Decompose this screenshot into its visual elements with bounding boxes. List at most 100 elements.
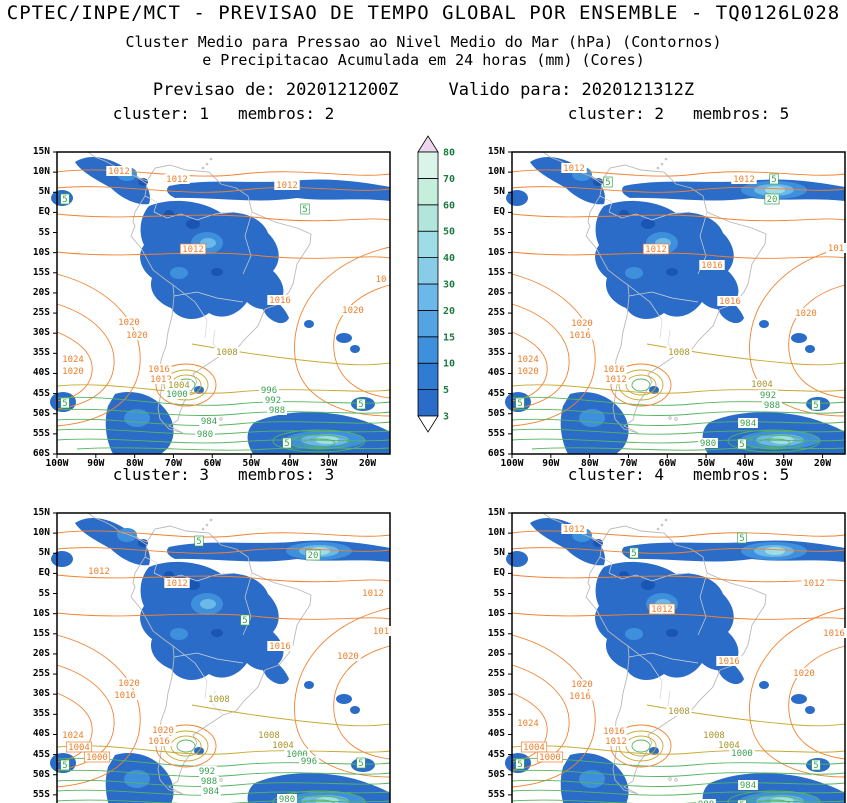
contour-label-box <box>758 390 778 400</box>
contour-label-box <box>267 295 293 305</box>
contour-label: 1020 <box>793 669 815 679</box>
country-border <box>153 211 236 221</box>
contour-label: 1016 <box>823 629 845 639</box>
precipitation-area <box>350 706 360 714</box>
contour-label: 5 <box>358 400 363 410</box>
contour-label: 984 <box>740 781 756 791</box>
pressure-contour <box>56 408 391 416</box>
precipitation-area <box>595 561 739 681</box>
contour-label-box <box>603 176 613 188</box>
precipitation-area <box>304 681 314 689</box>
lat-tick-label: 10N <box>487 527 505 539</box>
island <box>219 778 223 782</box>
lat-tick-label: 10N <box>487 166 505 178</box>
pressure-contour <box>511 428 846 435</box>
contour-label: 5 <box>739 801 744 803</box>
contour-label: 1016 <box>148 737 170 747</box>
contour-label: 1012 <box>733 175 755 185</box>
contour-label: 992 <box>199 767 215 777</box>
colorbar: 3 5 10 15 20 30 40 50 60 70 80 <box>414 134 478 434</box>
contour-label: 1024 <box>517 355 539 365</box>
cluster-panel-2: cluster: 2 membros: 5 15N 10N 5N EQ 5S 10S 15S… <box>480 104 847 469</box>
colorbar-tick-label: 5 <box>443 385 449 396</box>
precipitation-area <box>336 333 352 343</box>
contour-label: 1012 <box>108 167 130 177</box>
contour-label-box <box>300 203 310 215</box>
lat-tick-label: 30S <box>32 327 50 339</box>
contour-label-box <box>811 399 821 411</box>
map-cluster-1: 5 1012 1012 1012 5 1012 10 1016 1020 1020 1020 1024… <box>50 151 391 458</box>
colorbar-segment <box>417 230 439 258</box>
lat-tick-label: 10S <box>487 246 505 258</box>
pressure-contour <box>631 378 651 392</box>
lon-tick-label: 40W <box>281 458 299 469</box>
colorbar-segment <box>417 151 439 179</box>
pressure-contour <box>163 369 209 401</box>
lat-tick-label: 25S <box>32 668 50 680</box>
pressure-contour <box>302 799 336 803</box>
contour-label-box <box>116 317 142 327</box>
contour-label-box <box>701 730 727 740</box>
contour-label-box <box>738 780 758 790</box>
lon-tick-label: 50W <box>697 458 715 469</box>
map-frame <box>56 151 391 455</box>
pressure-contour <box>56 757 391 767</box>
lat-tick-label: 10N <box>32 166 50 178</box>
contour-label-box <box>267 405 287 415</box>
contour-label-box <box>793 308 819 318</box>
contour-label-box <box>821 628 847 638</box>
contour-label: 988 <box>269 406 285 416</box>
lat-tick-label: 50S <box>32 768 50 780</box>
lat-tick-label: 5S <box>493 587 505 599</box>
contour-label-box <box>60 397 70 409</box>
contour-label: 988 <box>764 401 780 411</box>
country-border <box>599 195 613 213</box>
contour-label: 5 <box>62 399 67 409</box>
lon-tick-label: 90W <box>87 458 105 469</box>
contour-label: 20 <box>767 195 778 205</box>
precipitation-area <box>759 681 769 689</box>
pressure-contour <box>757 799 791 803</box>
contour-label: 1000 <box>286 750 308 760</box>
contour-label: 1012 <box>166 175 188 185</box>
lat-tick-label: 45S <box>32 748 50 760</box>
lat-tick-label: 30S <box>487 688 505 700</box>
colorbar-under-arrow <box>417 415 439 433</box>
contour-label: 1024 <box>62 355 84 365</box>
contour-label: 5 <box>605 178 610 188</box>
precipitation-area <box>805 706 815 714</box>
contour-label: 1004 <box>68 743 90 753</box>
island <box>660 523 664 527</box>
lon-tick-label: 100W <box>500 458 524 469</box>
valid-time-label: Valido para: 2020121312Z <box>448 80 695 100</box>
pressure-contour <box>757 438 791 448</box>
contour-label-box <box>356 757 366 769</box>
contour-label: 1004 <box>168 381 190 391</box>
contour-label-box <box>737 438 747 450</box>
precipitation-core <box>117 528 137 542</box>
contour-label-box <box>515 397 525 409</box>
precipitation-area <box>791 694 807 704</box>
contour-label: 988 <box>201 777 217 787</box>
contour-label-box <box>340 305 366 315</box>
lon-tick-label: 30W <box>775 458 793 469</box>
lat-tick-label: 35S <box>32 708 50 720</box>
country-border <box>599 556 613 574</box>
country-border <box>173 291 244 303</box>
country-border <box>627 284 663 339</box>
contour-label: 1004 <box>751 380 773 390</box>
country-border <box>173 652 244 664</box>
coastline <box>585 525 767 795</box>
pressure-contour <box>511 664 570 771</box>
pressure-contour <box>618 369 664 401</box>
contour-label: 20 <box>308 551 319 561</box>
lon-tick-label: 60W <box>658 458 676 469</box>
contour-label-box <box>60 366 86 376</box>
pressure-contour <box>625 374 657 396</box>
lat-tick-label: 55S <box>32 788 50 800</box>
contour-label: 1020 <box>126 331 148 341</box>
colorbar-segment <box>417 204 439 232</box>
contour-label: 1016 <box>114 691 136 701</box>
country-border <box>608 211 691 221</box>
contour-label: 1000 <box>166 390 188 400</box>
